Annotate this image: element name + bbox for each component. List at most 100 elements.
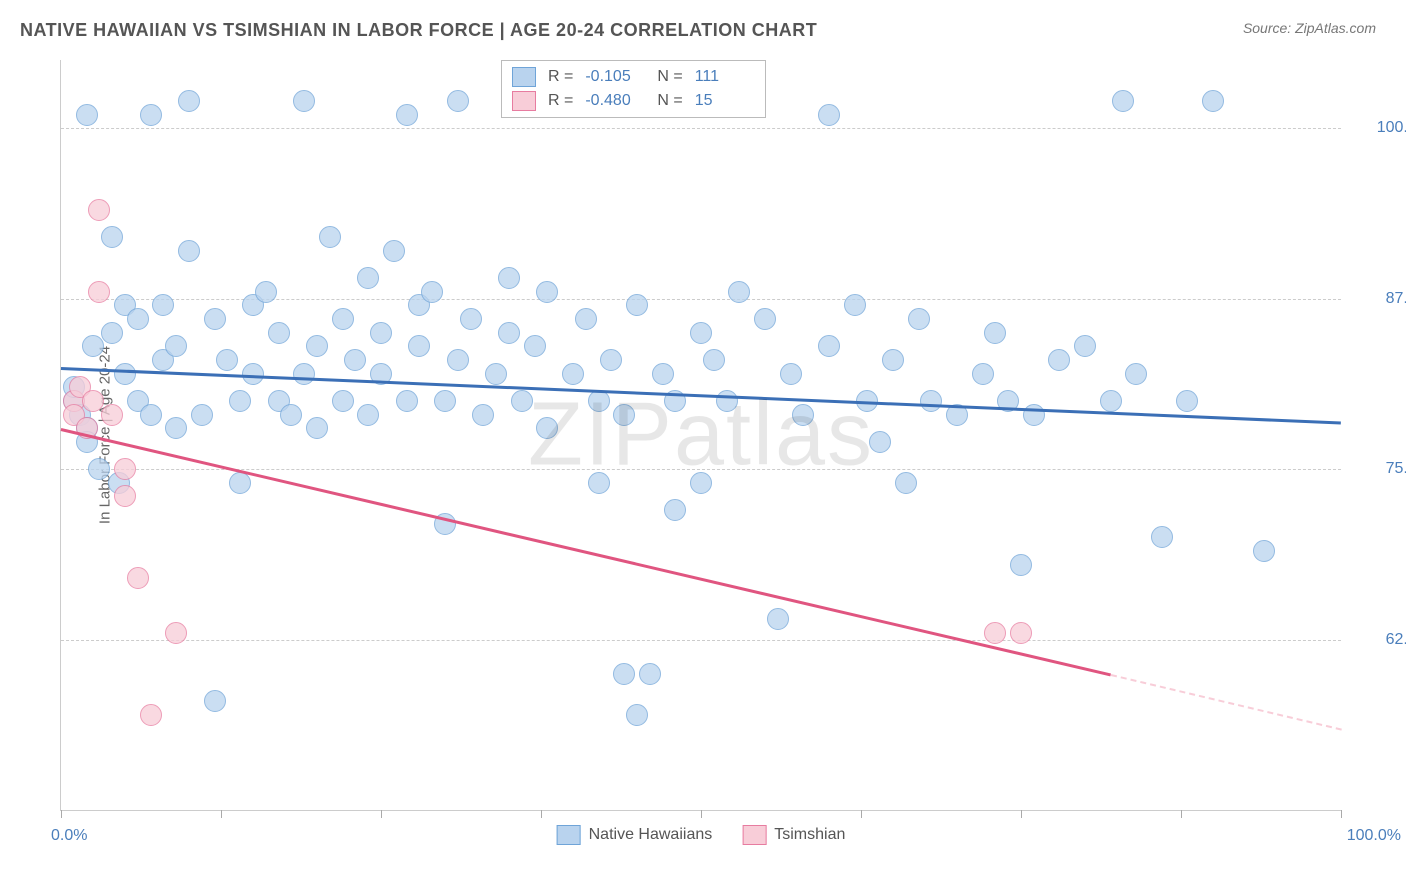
scatter-point	[178, 240, 200, 262]
y-tick-label: 75.0%	[1351, 460, 1406, 478]
scatter-point	[869, 431, 891, 453]
scatter-point	[319, 226, 341, 248]
scatter-point	[434, 390, 456, 412]
scatter-point	[588, 390, 610, 412]
x-tick	[1181, 810, 1182, 818]
scatter-point	[114, 485, 136, 507]
scatter-point	[1176, 390, 1198, 412]
swatch-icon	[742, 825, 766, 845]
scatter-point	[882, 349, 904, 371]
scatter-point	[152, 294, 174, 316]
scatter-point	[140, 704, 162, 726]
scatter-point	[1253, 540, 1275, 562]
legend-item-0: Native Hawaiians	[557, 825, 713, 845]
scatter-point	[498, 267, 520, 289]
scatter-point	[639, 663, 661, 685]
scatter-point	[1202, 90, 1224, 112]
x-axis-label-max: 100.0%	[1347, 827, 1401, 845]
scatter-point	[242, 363, 264, 385]
scatter-point	[204, 308, 226, 330]
scatter-point	[767, 608, 789, 630]
stat-r-value: -0.105	[585, 68, 645, 86]
scatter-point	[1074, 335, 1096, 357]
x-tick	[1021, 810, 1022, 818]
scatter-point	[293, 90, 315, 112]
x-tick	[381, 810, 382, 818]
scatter-point	[229, 390, 251, 412]
x-tick	[61, 810, 62, 818]
scatter-point	[396, 390, 418, 412]
scatter-point	[920, 390, 942, 412]
y-tick-label: 87.5%	[1351, 290, 1406, 308]
scatter-point	[447, 90, 469, 112]
stat-n-label: N =	[657, 68, 682, 86]
scatter-point	[127, 567, 149, 589]
scatter-point	[370, 322, 392, 344]
scatter-point	[1125, 363, 1147, 385]
scatter-point	[664, 499, 686, 521]
scatter-point	[229, 472, 251, 494]
scatter-point	[498, 322, 520, 344]
scatter-point	[613, 663, 635, 685]
scatter-point	[703, 349, 725, 371]
scatter-point	[216, 349, 238, 371]
scatter-point	[82, 335, 104, 357]
scatter-point	[293, 363, 315, 385]
gridline	[61, 640, 1341, 641]
scatter-point	[524, 335, 546, 357]
scatter-point	[421, 281, 443, 303]
plot-region: 62.5%75.0%87.5%100.0%	[61, 60, 1341, 810]
x-tick	[541, 810, 542, 818]
stats-row-0: R = -0.105 N = 111	[512, 65, 755, 89]
scatter-point	[357, 267, 379, 289]
stat-r-label: R =	[548, 68, 573, 86]
stat-n-label: N =	[657, 92, 682, 110]
scatter-point	[114, 363, 136, 385]
scatter-point	[716, 390, 738, 412]
scatter-point	[280, 404, 302, 426]
scatter-point	[178, 90, 200, 112]
scatter-point	[818, 335, 840, 357]
stats-row-1: R = -0.480 N = 15	[512, 89, 755, 113]
scatter-point	[1010, 554, 1032, 576]
stat-n-value: 111	[695, 68, 755, 86]
scatter-point	[984, 622, 1006, 644]
x-tick	[221, 810, 222, 818]
swatch-icon	[512, 91, 536, 111]
stat-r-value: -0.480	[585, 92, 645, 110]
scatter-point	[626, 294, 648, 316]
scatter-point	[165, 417, 187, 439]
chart-area: In Labor Force | Age 20-24 62.5%75.0%87.…	[60, 60, 1341, 811]
scatter-point	[101, 226, 123, 248]
scatter-point	[357, 404, 379, 426]
trend-line-dashed	[1110, 674, 1341, 730]
scatter-point	[332, 390, 354, 412]
chart-title: NATIVE HAWAIIAN VS TSIMSHIAN IN LABOR FO…	[20, 20, 817, 40]
scatter-point	[792, 404, 814, 426]
scatter-point	[600, 349, 622, 371]
x-tick	[1341, 810, 1342, 818]
scatter-point	[306, 335, 328, 357]
stats-legend: R = -0.105 N = 111 R = -0.480 N = 15	[501, 60, 766, 118]
x-tick	[861, 810, 862, 818]
scatter-point	[306, 417, 328, 439]
scatter-point	[652, 363, 674, 385]
scatter-point	[344, 349, 366, 371]
scatter-point	[1112, 90, 1134, 112]
gridline	[61, 128, 1341, 129]
scatter-point	[1010, 622, 1032, 644]
scatter-point	[728, 281, 750, 303]
scatter-point	[972, 363, 994, 385]
scatter-point	[472, 404, 494, 426]
scatter-point	[447, 349, 469, 371]
scatter-point	[780, 363, 802, 385]
scatter-point	[88, 458, 110, 480]
scatter-point	[127, 308, 149, 330]
scatter-point	[101, 322, 123, 344]
swatch-icon	[512, 67, 536, 87]
source-label: Source: ZipAtlas.com	[1243, 20, 1376, 36]
scatter-point	[165, 335, 187, 357]
scatter-point	[844, 294, 866, 316]
swatch-icon	[557, 825, 581, 845]
scatter-point	[1151, 526, 1173, 548]
